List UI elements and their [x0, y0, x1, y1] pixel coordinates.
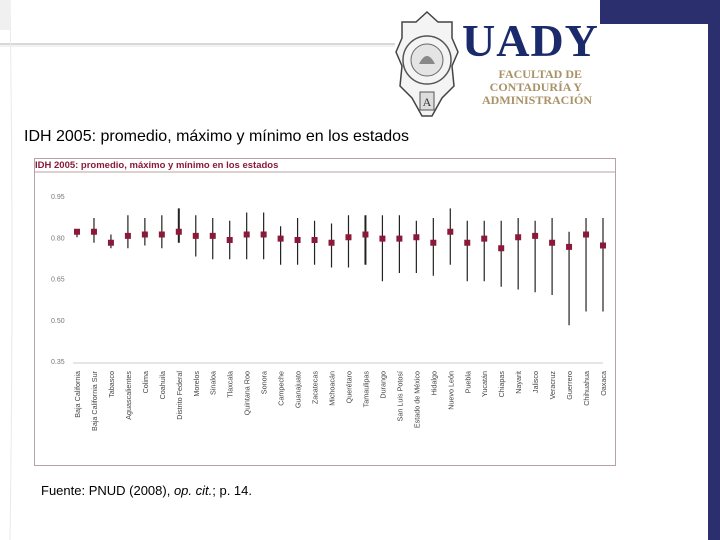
y-tick-label: 0.80 [51, 235, 65, 242]
x-tick-label: Sinaloa [209, 371, 218, 395]
average-marker [583, 231, 590, 238]
slide-title: IDH 2005: promedio, máximo y mínimo en l… [24, 128, 410, 145]
x-tick-label: Morelos [192, 371, 201, 397]
x-tick-label: Coahuila [158, 371, 167, 399]
average-marker [447, 228, 454, 235]
average-marker [141, 231, 148, 238]
x-tick-label: Querétaro [344, 371, 353, 403]
average-marker [566, 243, 573, 250]
x-tick-label: Guanajuato [294, 371, 303, 408]
x-tick-label: Tabasco [107, 371, 116, 398]
x-tick-label: Michoacán [328, 371, 337, 406]
x-tick-label: Oaxaca [599, 371, 608, 396]
x-tick-label: Veracruz [548, 371, 557, 400]
average-marker [498, 245, 505, 252]
average-marker [379, 235, 386, 242]
average-marker [328, 239, 335, 246]
average-marker [260, 231, 267, 238]
average-marker [243, 231, 250, 238]
average-marker [74, 228, 80, 235]
average-marker [600, 242, 606, 249]
source-italic: op. cit. [173, 483, 213, 498]
x-tick-label: Tlaxcala [226, 371, 235, 398]
x-tick-label: Distrito Federal [175, 371, 184, 420]
x-tick-label: Durango [378, 371, 387, 399]
faculty-line-3: ADMINISTRACIÓN [482, 93, 593, 107]
x-tick-label: Colima [141, 371, 150, 393]
svg-text:A: A [423, 95, 432, 109]
x-tick-label: Aguascalientes [124, 371, 133, 420]
average-marker [430, 239, 437, 246]
chart-title: IDH 2005: promedio, máximo y mínimo en l… [35, 160, 278, 171]
x-tick-label: Quintana Roo [243, 371, 252, 415]
x-tick-label: Nuevo León [446, 371, 455, 410]
source-suffix: ; p. 14. [212, 483, 252, 498]
x-tick-label: Tamaulipas [361, 371, 370, 408]
x-tick-label: Chiapas [497, 371, 506, 398]
brand-wordmark: UADY [462, 15, 599, 66]
average-marker [532, 232, 539, 239]
x-tick-label: Baja California [73, 371, 82, 418]
x-tick-label: Hidalgo [429, 371, 438, 395]
uady-logo: A [392, 8, 592, 120]
x-tick-label: Sonora [260, 371, 269, 394]
average-marker [515, 234, 522, 241]
x-tick-label: Nayarit [514, 371, 523, 394]
y-tick-label: 0.65 [51, 277, 65, 284]
y-tick-label: 0.50 [51, 318, 65, 325]
average-marker [124, 232, 131, 239]
x-tick-label: Chihuahua [582, 371, 591, 406]
x-tick-label: Baja California Sur [90, 370, 99, 431]
average-marker [413, 234, 420, 241]
average-marker [294, 237, 301, 243]
x-tick-label: Puebla [463, 371, 472, 393]
average-marker [481, 235, 488, 242]
x-tick-label: Jalisco [531, 371, 540, 393]
chart-frame: IDH 2005: promedio, máximo y mínimo en l… [34, 158, 616, 466]
y-tick-label: 0.35 [51, 359, 65, 366]
average-marker [90, 228, 97, 235]
average-marker [175, 228, 182, 235]
average-marker [209, 232, 216, 239]
average-marker [345, 234, 352, 241]
average-marker [549, 239, 556, 246]
average-marker [277, 235, 284, 242]
range-chart: IDH 2005: promedio, máximo y mínimo en l… [35, 160, 615, 431]
average-marker [311, 237, 318, 243]
y-tick-label: 0.95 [51, 194, 65, 201]
x-tick-label: Yucatán [480, 371, 489, 397]
x-tick-label: Guerrero [565, 371, 574, 400]
average-marker [226, 237, 233, 243]
university-seal-icon: A [395, 10, 459, 117]
source-citation: Fuente: PNUD (2008), op. cit.; p. 14. [41, 483, 252, 498]
x-tick-label: San Luis Potosí [395, 371, 404, 421]
faculty-line-1: FACULTAD DE [498, 67, 582, 81]
average-marker [362, 231, 369, 238]
average-marker [107, 239, 114, 246]
average-marker [464, 239, 471, 246]
faculty-name: FACULTAD DE CONTADURÍA Y ADMINISTRACIÓN [482, 67, 593, 107]
x-tick-label: Estado de México [412, 371, 421, 428]
faculty-line-2: CONTADURÍA Y [489, 80, 582, 94]
average-marker [158, 231, 165, 238]
average-marker [396, 235, 403, 242]
x-tick-label: Zacatecas [311, 371, 320, 405]
x-tick-label: Campeche [277, 371, 286, 406]
average-marker [192, 232, 199, 239]
source-prefix: Fuente: PNUD (2008), [41, 483, 174, 498]
